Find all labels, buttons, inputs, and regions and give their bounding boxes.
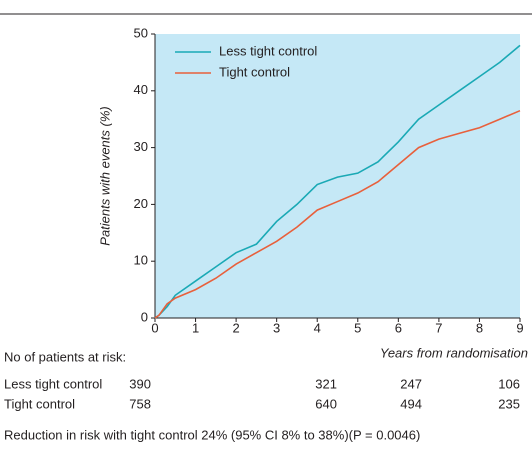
x-tick-label: 7 (435, 320, 442, 335)
x-tick-label: 0 (151, 320, 158, 335)
risk-value: 494 (400, 396, 422, 411)
y-axis-label: Patients with events (%) (97, 106, 112, 245)
x-tick-label: 6 (395, 320, 402, 335)
risk-title: No of patients at risk: (4, 349, 126, 364)
x-tick-label: 1 (192, 320, 199, 335)
y-tick-label: 40 (134, 82, 148, 97)
x-tick-label: 5 (354, 320, 361, 335)
y-tick-label: 50 (134, 25, 148, 40)
series-line (154, 109, 521, 319)
risk-row-label: Less tight control (4, 376, 102, 391)
x-tick-label: 9 (516, 320, 523, 335)
risk-value: 640 (315, 396, 337, 411)
x-tick-label: 3 (273, 320, 280, 335)
y-tick-label: 0 (141, 309, 148, 324)
legend-label: Tight control (219, 64, 290, 79)
risk-value: 235 (498, 396, 520, 411)
risk-value: 247 (400, 376, 422, 391)
x-tick-label: 8 (476, 320, 483, 335)
x-axis-label: Years from randomisation (380, 345, 528, 360)
y-tick-label: 10 (134, 253, 148, 268)
risk-row-label: Tight control (4, 396, 75, 411)
legend-label: Less tight control (219, 43, 317, 58)
x-tick-label: 4 (314, 320, 321, 335)
risk-value: 758 (129, 396, 151, 411)
x-tick-label: 2 (232, 320, 239, 335)
risk-value: 390 (129, 376, 151, 391)
series-line (154, 44, 521, 319)
plot-area (155, 34, 520, 318)
y-tick-label: 20 (134, 196, 148, 211)
risk-value: 321 (315, 376, 337, 391)
footnote: Reduction in risk with tight control 24%… (4, 427, 420, 442)
risk-value: 106 (498, 376, 520, 391)
y-tick-label: 30 (134, 139, 148, 154)
